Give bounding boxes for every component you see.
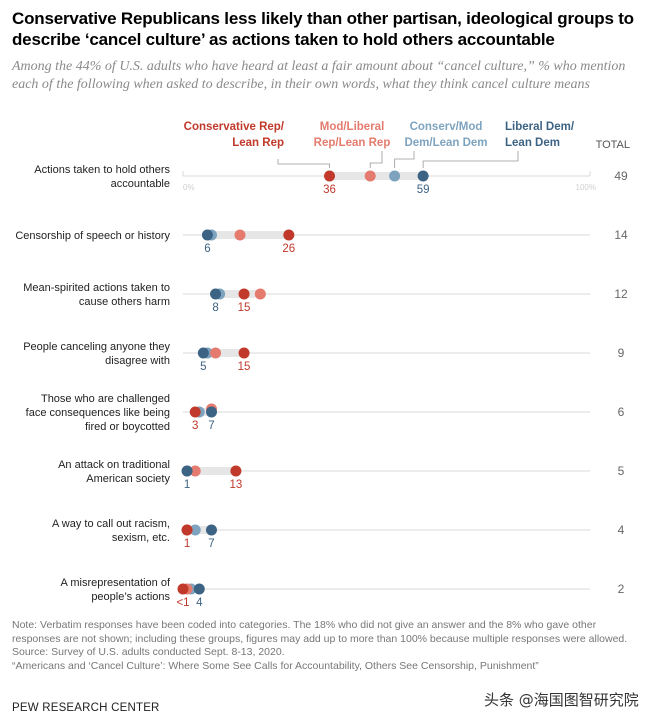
total-value: 5 xyxy=(618,464,625,478)
category-label: sexism, etc. xyxy=(112,532,170,544)
value-label: 59 xyxy=(417,184,430,196)
dot-conservative-rep xyxy=(181,524,193,536)
dot-consmod-dem xyxy=(389,170,401,182)
total-value: 6 xyxy=(618,405,625,419)
total-value: 49 xyxy=(614,169,628,183)
note-text: Note: Verbatim responses have been coded… xyxy=(12,619,628,645)
category-label: accountable xyxy=(111,178,170,190)
dot-liberal-dem xyxy=(197,347,209,359)
total-column-header: TOTAL xyxy=(596,139,630,151)
org-name: PEW RESEARCH CENTER xyxy=(12,702,160,714)
legend-leader-line xyxy=(394,151,415,168)
legend-label: Conservative Rep/ xyxy=(184,121,285,133)
legend-label: Conserv/Mod xyxy=(410,121,483,133)
dot-conservative-rep xyxy=(189,406,201,418)
category-label: Mean-spirited actions taken to xyxy=(23,282,170,294)
dot-modlib-rep xyxy=(364,170,376,182)
category-label: A way to call out racism, xyxy=(52,518,170,530)
value-label: 8 xyxy=(212,302,218,314)
dot-plot-chart: Conservative Rep/Lean Rep Mod/Liberal Rep/… xyxy=(15,121,630,609)
category-label: fired or boycotted xyxy=(85,421,170,433)
legend-leader-line xyxy=(422,151,519,168)
category-label: disagree with xyxy=(105,355,170,367)
legend-label: Dem/Lean Dem xyxy=(404,137,487,149)
total-value: 4 xyxy=(618,523,625,537)
legend-label: Liberal Dem/ xyxy=(505,121,575,133)
dot-liberal-dem xyxy=(201,229,213,241)
total-value: 9 xyxy=(618,346,625,360)
category-label: people’s actions xyxy=(91,591,170,603)
dot-consmod-dem xyxy=(189,524,201,536)
watermark: 头条 @海国图智研究院 xyxy=(484,691,639,709)
dot-modlib-rep xyxy=(210,347,222,359)
legend-label: Lean Rep xyxy=(232,137,284,149)
legend-label: Lean Dem xyxy=(505,137,560,149)
value-label: 6 xyxy=(204,243,210,255)
category-label: cause others harm xyxy=(79,296,170,308)
x-tick-label: 0% xyxy=(183,183,195,192)
value-label: 15 xyxy=(238,361,251,373)
dot-liberal-dem xyxy=(193,583,205,595)
value-label: 1 xyxy=(184,479,190,491)
report-title-text: “Americans and ‘Cancel Culture’: Where S… xyxy=(12,659,539,672)
category-label: Actions taken to hold others xyxy=(34,164,170,176)
dot-conservative-rep xyxy=(230,465,242,477)
category-label: Those who are challenged xyxy=(41,393,170,405)
total-value: 14 xyxy=(614,228,628,242)
dot-conservative-rep xyxy=(324,170,336,182)
dot-liberal-dem xyxy=(205,524,217,536)
category-label: An attack on traditional xyxy=(58,459,170,471)
dot-liberal-dem xyxy=(417,170,429,182)
dot-liberal-dem xyxy=(181,465,193,477)
category-label: Censorship of speech or history xyxy=(15,230,170,242)
legend-label: Mod/Liberal xyxy=(320,121,385,133)
dot-modlib-rep xyxy=(189,465,201,477)
dot-conservative-rep xyxy=(238,288,250,300)
category-label: A misrepresentation of xyxy=(61,577,171,589)
x-tick-label: 100% xyxy=(576,183,596,192)
value-label: 36 xyxy=(323,184,336,196)
dot-conservative-rep xyxy=(238,347,250,359)
dot-conservative-rep xyxy=(177,583,189,595)
category-label: face consequences like being xyxy=(26,407,170,419)
total-value: 12 xyxy=(614,287,628,301)
value-label: 7 xyxy=(208,538,214,550)
dot-modlib-rep xyxy=(254,288,266,300)
value-label: 26 xyxy=(282,243,295,255)
value-label: 13 xyxy=(230,479,243,491)
legend-leader-line xyxy=(369,151,383,168)
value-label: 7 xyxy=(208,420,214,432)
dot-liberal-dem xyxy=(205,406,217,418)
value-label: 3 xyxy=(192,420,198,432)
category-label: American society xyxy=(86,473,170,485)
value-label: 5 xyxy=(200,361,206,373)
category-label: People canceling anyone they xyxy=(23,341,170,353)
chart-subtitle: Among the 44% of U.S. adults who have he… xyxy=(12,59,626,92)
dot-modlib-rep xyxy=(234,229,246,241)
value-label: <1 xyxy=(176,597,189,609)
legend-label: Rep/Lean Rep xyxy=(314,137,391,149)
dot-conservative-rep xyxy=(283,229,295,241)
value-label: 4 xyxy=(196,597,203,609)
notes-block: Note: Verbatim responses have been coded… xyxy=(12,619,647,673)
value-label: 15 xyxy=(238,302,251,314)
chart-title: Conservative Republicans less likely tha… xyxy=(12,9,634,49)
value-label: 1 xyxy=(184,538,190,550)
source-text: Source: Survey of U.S. adults conducted … xyxy=(12,646,285,658)
legend-leader-line xyxy=(277,159,330,168)
dot-liberal-dem xyxy=(210,288,222,300)
total-value: 2 xyxy=(618,582,625,596)
